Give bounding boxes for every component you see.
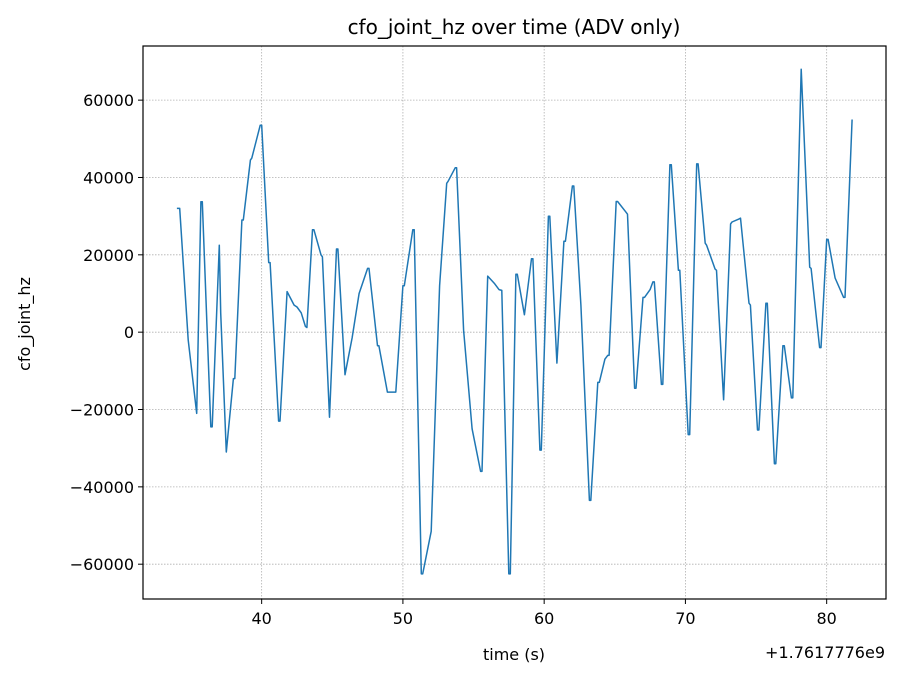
y-axis-label: cfo_joint_hz <box>15 277 35 371</box>
x-tick-label-0: 40 <box>251 609 271 628</box>
chart-title: cfo_joint_hz over time (ADV only) <box>348 15 681 39</box>
x-tick-label-3: 70 <box>675 609 695 628</box>
x-axis-label: time (s) <box>483 645 545 664</box>
x-tick-label-2: 60 <box>534 609 554 628</box>
y-axis: −60000 −40000 −20000 0 20000 40000 60000 <box>70 91 143 574</box>
grid <box>143 46 886 599</box>
y-tick-label-3: 0 <box>124 323 134 342</box>
y-tick-label-4: 20000 <box>83 246 134 265</box>
y-tick-label-6: 60000 <box>83 91 134 110</box>
x-tick-label-4: 80 <box>816 609 836 628</box>
series-line-0 <box>176 68 853 575</box>
plot-frame <box>142 45 887 600</box>
x-offset-label: +1.7617776e9 <box>765 643 885 662</box>
y-tick-label-0: −60000 <box>70 555 134 574</box>
y-tick-label-1: −40000 <box>70 478 134 497</box>
y-tick-label-5: 40000 <box>83 168 134 187</box>
y-tick-label-2: −20000 <box>70 401 134 420</box>
x-axis: 40 50 60 70 80 <box>251 599 837 628</box>
x-tick-label-1: 50 <box>393 609 413 628</box>
plot-series <box>176 68 853 575</box>
